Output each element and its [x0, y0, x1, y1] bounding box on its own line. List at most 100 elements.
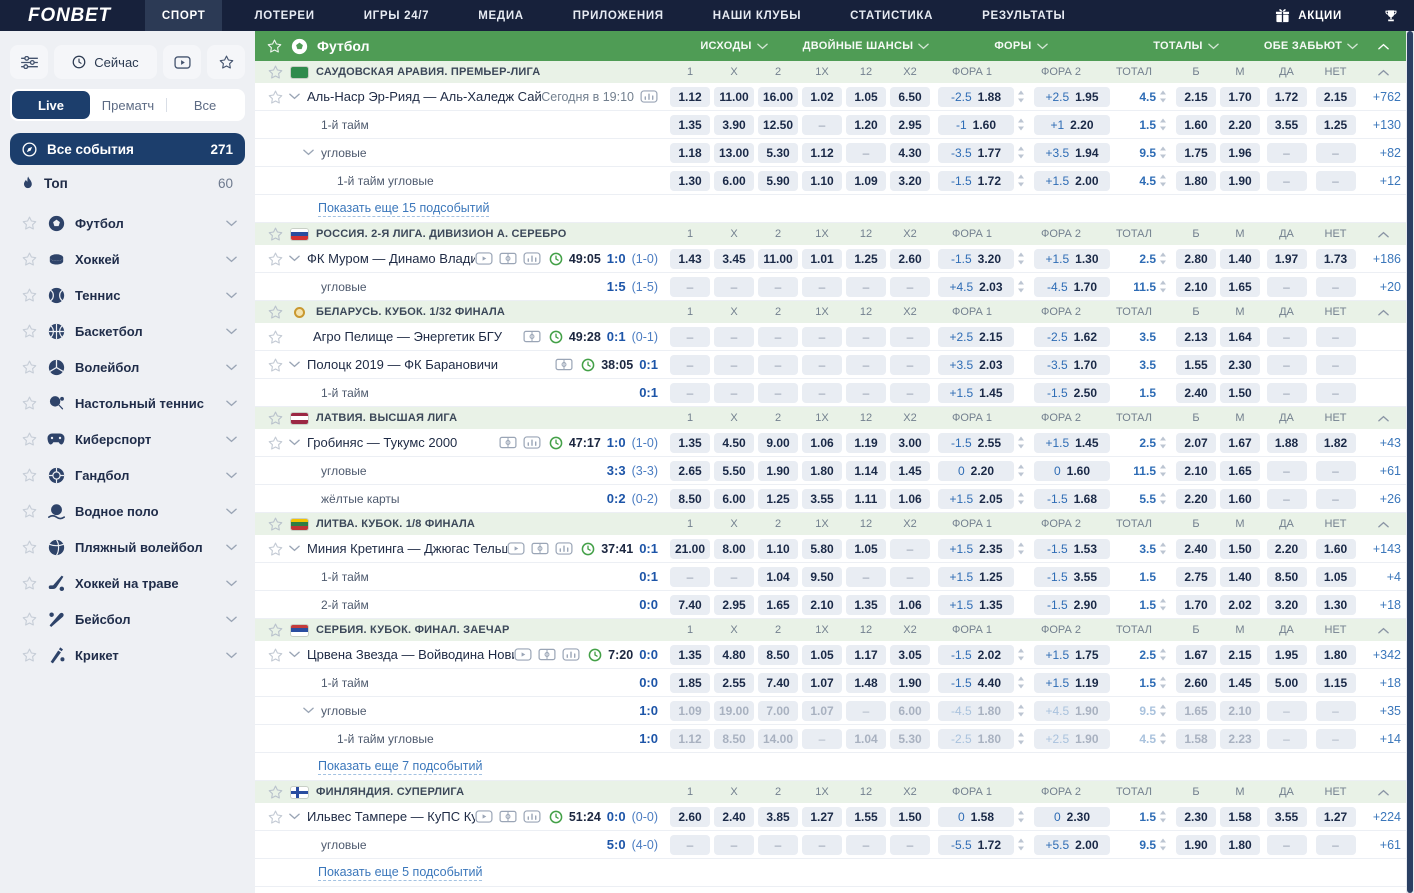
match-name[interactable]: Црвена Звезда — Войводина Нови Сад [307, 647, 514, 662]
odds-1x-odds[interactable]: 1.12 [802, 142, 842, 163]
both-score-yes-odds[interactable]: 1.72 [1266, 86, 1307, 107]
odds-x2-odds[interactable]: 1.06 [890, 488, 930, 509]
video-icon[interactable] [514, 648, 532, 661]
more-markets-count[interactable]: +82 [1379, 145, 1401, 160]
total-over-odds[interactable]: 1.55 [1176, 354, 1216, 375]
chevron-down-icon[interactable] [226, 580, 237, 587]
total-line[interactable]: 2.5 [1139, 647, 1156, 662]
both-score-yes-odds[interactable]: – [1266, 834, 1307, 855]
odds-12-odds[interactable]: 1.55 [846, 806, 886, 827]
total-under-odds[interactable]: 2.15 [1220, 644, 1260, 665]
chevron-down-icon[interactable] [226, 400, 237, 407]
odds-1-odds[interactable]: 1.18 [670, 142, 710, 163]
favorite-star-icon[interactable] [22, 504, 37, 518]
odds-1x-odds[interactable]: – [802, 834, 842, 855]
both-score-no-odds[interactable]: 1.60 [1315, 538, 1356, 559]
total-line[interactable]: 1.5 [1139, 675, 1156, 690]
line-stepper[interactable] [1017, 174, 1025, 187]
favorite-star-icon[interactable] [22, 360, 37, 374]
more-markets-count[interactable]: +20 [1379, 279, 1401, 294]
sidebar-item-all-events[interactable]: Все события 271 [10, 133, 245, 165]
odds-12-odds[interactable]: 1.05 [846, 86, 886, 107]
both-score-no-odds[interactable]: – [1315, 382, 1356, 403]
line-stepper[interactable] [1159, 90, 1167, 103]
nav-item-3[interactable]: МЕДИА [478, 9, 524, 22]
both-score-yes-odds[interactable]: – [1266, 354, 1307, 375]
odds-2-odds[interactable]: 1.90 [758, 460, 798, 481]
sidebar-item-basketball[interactable]: Баскетбол [10, 313, 245, 349]
stats-icon[interactable] [523, 252, 541, 265]
show-more-link[interactable]: Показать еще 7 подсобытий [318, 758, 483, 775]
expand-submarket-icon[interactable] [303, 707, 314, 714]
total-over-odds[interactable]: 1.70 [1176, 594, 1216, 615]
handicap-2-odds[interactable]: +1.5 1.30 [1034, 248, 1110, 269]
favorite-star-icon[interactable] [22, 540, 37, 554]
odds-x2-odds[interactable]: 2.95 [890, 114, 930, 135]
odds-12-odds[interactable]: – [846, 834, 886, 855]
stats-icon[interactable] [523, 436, 541, 449]
line-stepper[interactable] [1159, 280, 1167, 293]
odds-x2-odds[interactable]: – [890, 354, 930, 375]
expand-match-icon[interactable] [289, 439, 300, 446]
handicap-1-odds[interactable]: +1.5 1.25 [938, 566, 1014, 587]
favorite-star-icon[interactable] [268, 90, 283, 104]
odds-x-odds[interactable]: 4.50 [714, 432, 754, 453]
total-under-odds[interactable]: 1.58 [1220, 806, 1260, 827]
total-line[interactable]: 4.5 [1139, 89, 1156, 104]
total-over-odds[interactable]: 1.67 [1176, 644, 1216, 665]
handicap-2-odds[interactable]: +1.5 1.19 [1034, 672, 1110, 693]
odds-2-odds[interactable]: 1.10 [758, 538, 798, 559]
total-line[interactable]: 9.5 [1139, 145, 1156, 160]
collapse-league-button[interactable] [1360, 69, 1406, 76]
both-score-yes-odds[interactable]: – [1266, 700, 1307, 721]
handicap-1-odds[interactable]: -1.5 3.20 [938, 248, 1014, 269]
stadium-icon[interactable] [499, 810, 517, 823]
handicap-1-odds[interactable]: -3.5 1.77 [938, 142, 1014, 163]
group-both-to-score[interactable]: ОБЕ ЗАБЬЮТ [1262, 40, 1360, 52]
handicap-1-odds[interactable]: -2.5 1.88 [938, 86, 1014, 107]
total-over-odds[interactable]: 1.80 [1176, 170, 1216, 191]
sidebar-item-tennis[interactable]: Теннис [10, 277, 245, 313]
odds-1-odds[interactable]: 1.85 [670, 672, 710, 693]
line-stepper[interactable] [1017, 146, 1025, 159]
handicap-1-odds[interactable]: 0 2.20 [938, 460, 1014, 481]
line-stepper[interactable] [1017, 90, 1025, 103]
total-line[interactable]: 1.5 [1139, 569, 1156, 584]
line-stepper[interactable] [1159, 146, 1167, 159]
line-stepper[interactable] [1159, 648, 1167, 661]
both-score-no-odds[interactable]: 1.15 [1315, 672, 1356, 693]
odds-1x-odds[interactable]: 1.80 [802, 460, 842, 481]
both-score-yes-odds[interactable]: – [1266, 728, 1307, 749]
odds-1x-odds[interactable]: 2.10 [802, 594, 842, 615]
both-score-no-odds[interactable]: – [1315, 834, 1356, 855]
both-score-yes-odds[interactable]: – [1266, 276, 1307, 297]
odds-2-odds[interactable]: 11.00 [758, 248, 798, 269]
odds-x-odds[interactable]: – [714, 382, 754, 403]
expand-match-icon[interactable] [289, 651, 300, 658]
both-score-no-odds[interactable]: – [1315, 488, 1356, 509]
odds-12-odds[interactable]: – [846, 700, 886, 721]
total-line[interactable]: 9.5 [1139, 703, 1156, 718]
chevron-down-icon[interactable] [226, 256, 237, 263]
favorite-star-icon[interactable] [22, 648, 37, 662]
odds-1-odds[interactable]: 1.30 [670, 170, 710, 191]
group-handicaps[interactable]: ФОРЫ [932, 40, 1110, 52]
total-under-odds[interactable]: 2.20 [1220, 114, 1260, 135]
odds-x2-odds[interactable]: – [890, 276, 930, 297]
both-score-no-odds[interactable]: 1.25 [1315, 114, 1356, 135]
odds-1-odds[interactable]: 1.35 [670, 644, 710, 665]
odds-1x-odds[interactable]: – [802, 354, 842, 375]
total-over-odds[interactable]: 2.40 [1176, 538, 1216, 559]
favorite-star-icon[interactable] [268, 785, 283, 799]
line-stepper[interactable] [1159, 118, 1167, 131]
odds-1x-odds[interactable]: 5.80 [802, 538, 842, 559]
line-stepper[interactable] [1017, 838, 1025, 851]
odds-2-odds[interactable]: 5.30 [758, 142, 798, 163]
odds-12-odds[interactable]: – [846, 326, 886, 347]
tab-live[interactable]: Live [12, 91, 91, 119]
more-markets-count[interactable]: +14 [1379, 731, 1401, 746]
odds-1-odds[interactable]: – [670, 276, 710, 297]
favorite-star-icon[interactable] [268, 623, 283, 637]
total-over-odds[interactable]: 2.80 [1176, 248, 1216, 269]
odds-12-odds[interactable]: 1.17 [846, 644, 886, 665]
